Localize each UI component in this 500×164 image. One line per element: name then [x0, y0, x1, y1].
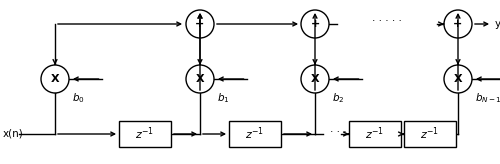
Text: X: X: [196, 74, 204, 84]
Text: $z^{-1}$: $z^{-1}$: [366, 126, 384, 142]
Text: +: +: [454, 19, 462, 29]
Ellipse shape: [444, 10, 472, 38]
Ellipse shape: [301, 10, 329, 38]
Text: X: X: [310, 74, 320, 84]
Ellipse shape: [444, 65, 472, 93]
Text: +: +: [310, 19, 320, 29]
Text: +: +: [196, 19, 204, 29]
Text: X: X: [454, 74, 462, 84]
Text: $b_2$: $b_2$: [332, 91, 344, 105]
FancyBboxPatch shape: [119, 121, 171, 147]
Ellipse shape: [186, 10, 214, 38]
Ellipse shape: [41, 65, 69, 93]
Text: · · · · ·: · · · · ·: [372, 16, 402, 26]
Text: $b_0$: $b_0$: [72, 91, 84, 105]
Text: X: X: [50, 74, 59, 84]
Text: $b_{N-1}$: $b_{N-1}$: [474, 91, 500, 105]
FancyBboxPatch shape: [349, 121, 401, 147]
Text: x(n): x(n): [2, 129, 23, 139]
FancyBboxPatch shape: [229, 121, 281, 147]
FancyBboxPatch shape: [404, 121, 456, 147]
Text: · · · · ·: · · · · ·: [330, 127, 360, 137]
Ellipse shape: [186, 65, 214, 93]
Text: $b_1$: $b_1$: [216, 91, 229, 105]
Ellipse shape: [301, 65, 329, 93]
Text: $z^{-1}$: $z^{-1}$: [420, 126, 440, 142]
Text: y(n): y(n): [494, 19, 500, 29]
Text: $z^{-1}$: $z^{-1}$: [136, 126, 154, 142]
Text: $z^{-1}$: $z^{-1}$: [246, 126, 264, 142]
